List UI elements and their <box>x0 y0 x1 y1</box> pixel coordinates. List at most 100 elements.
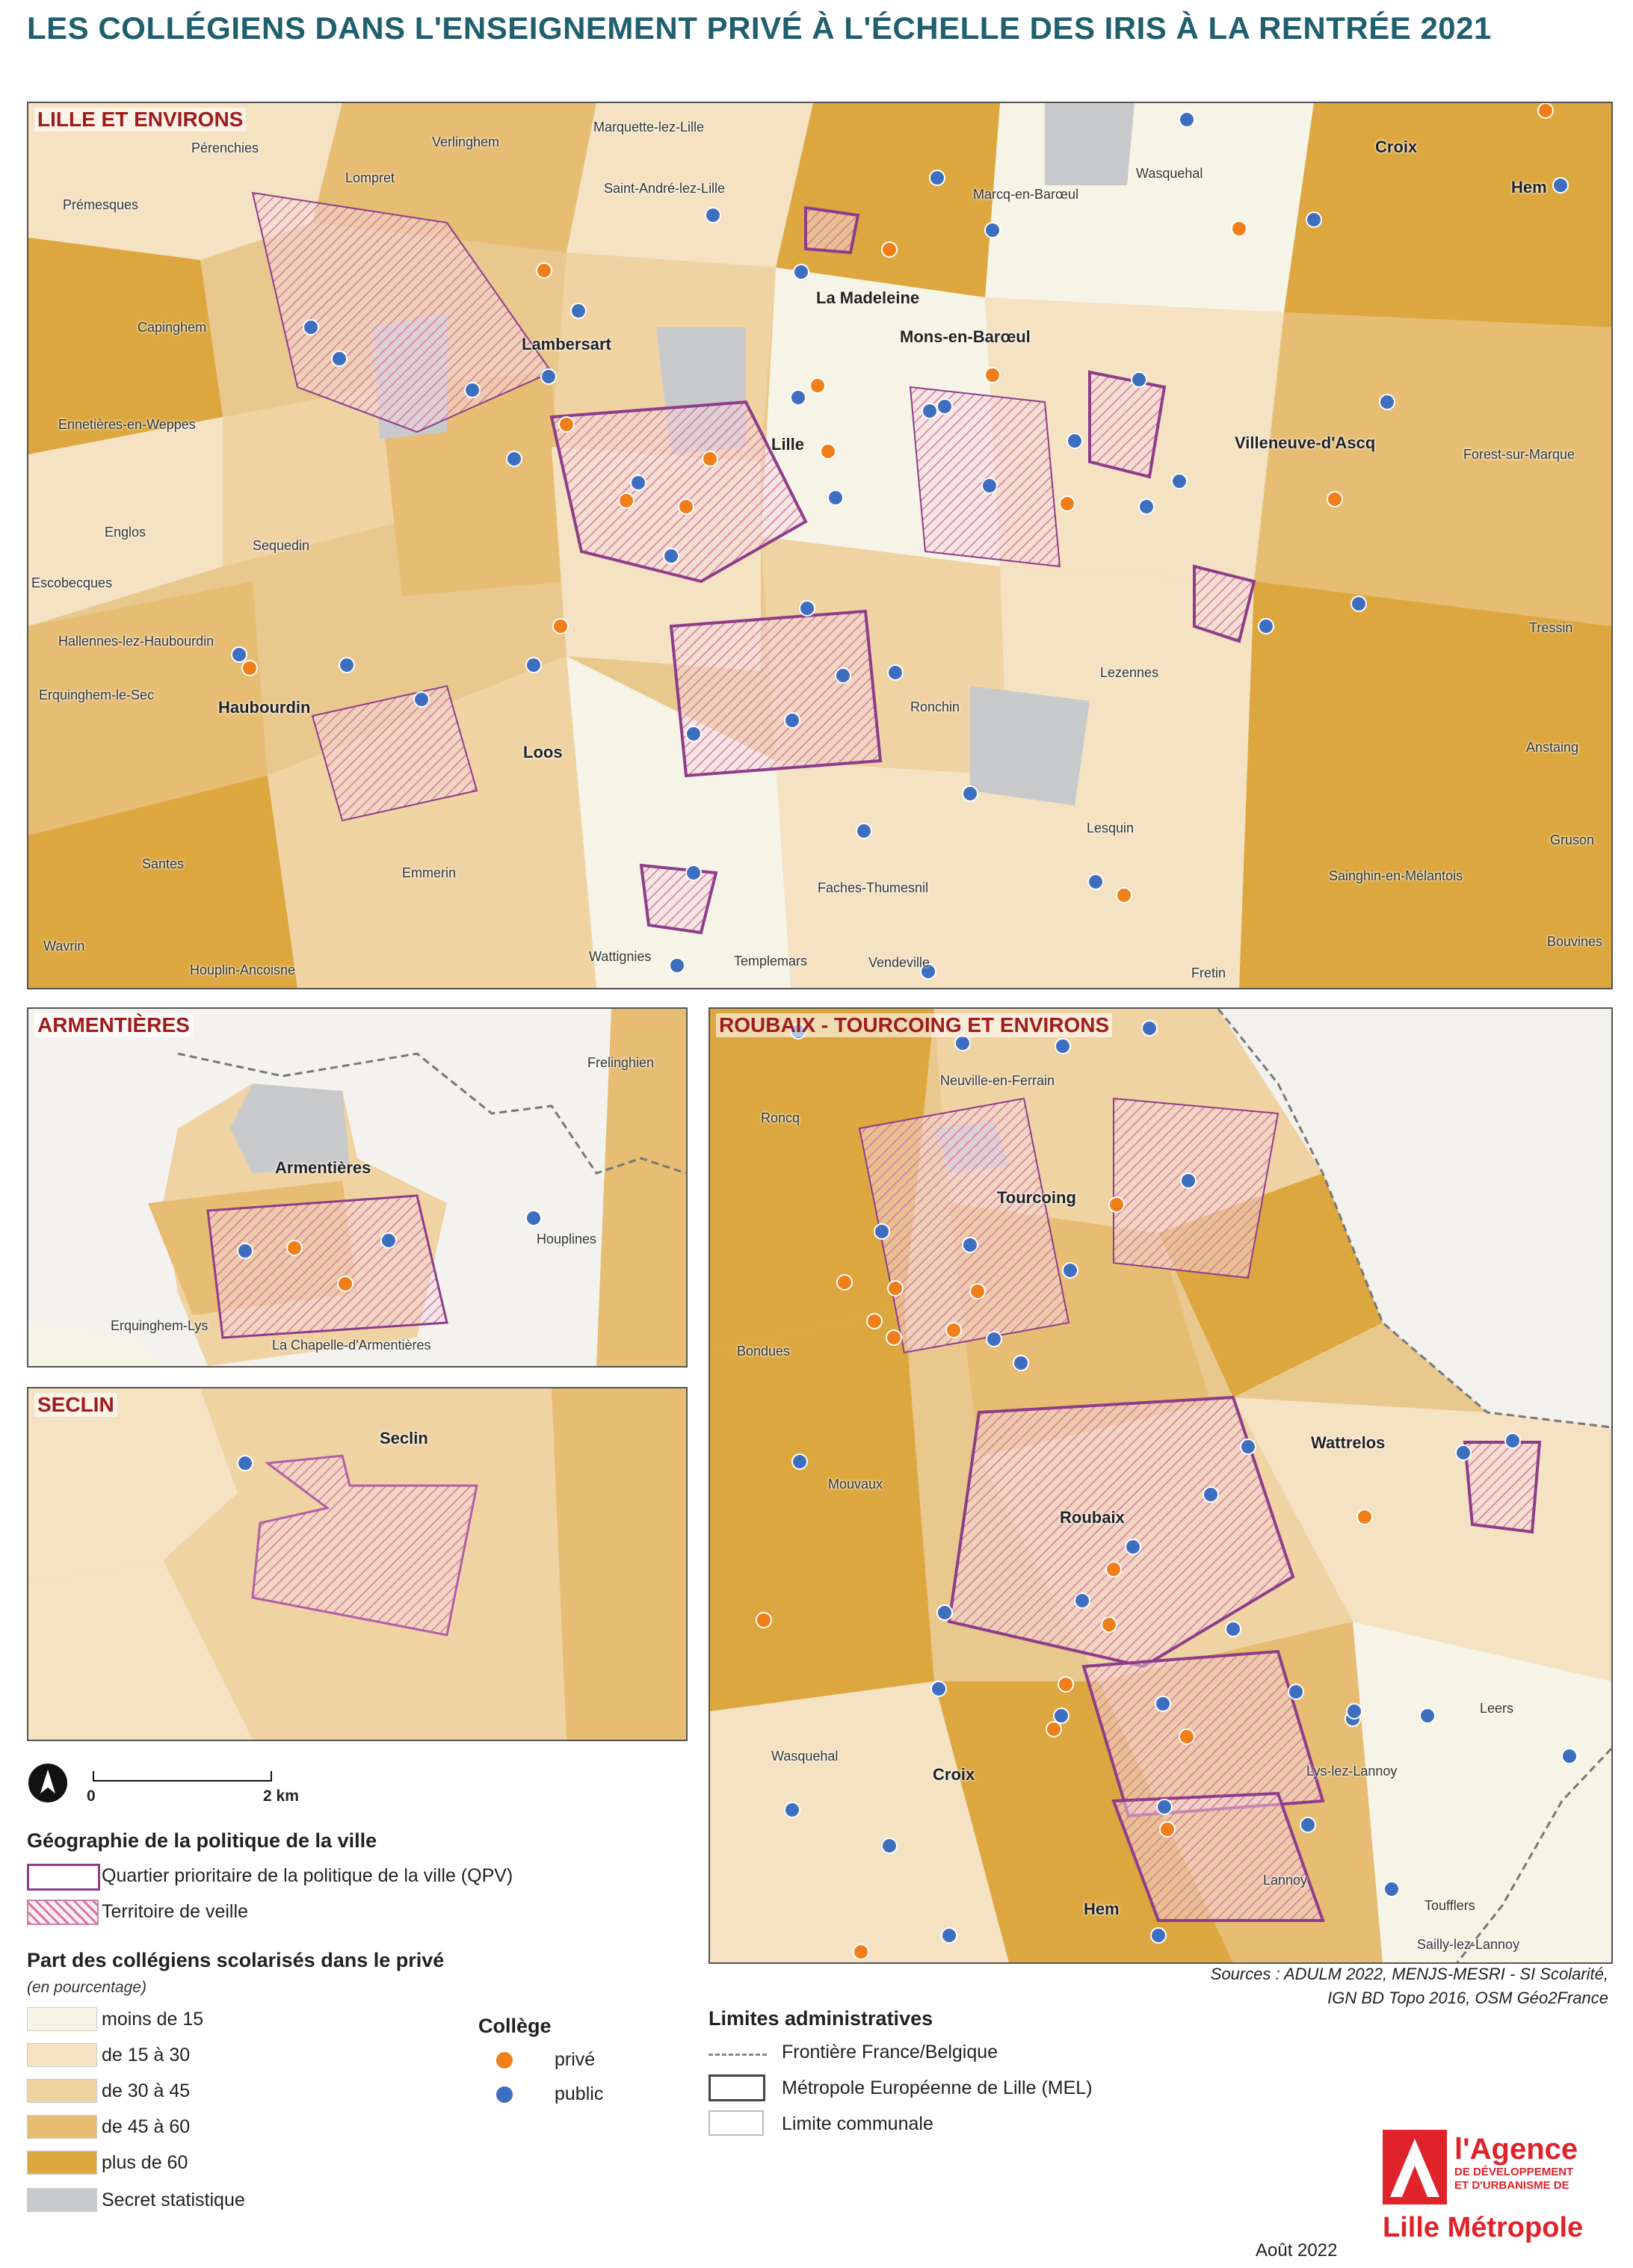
qpv-zone <box>804 206 860 255</box>
place-label: Faches-Thumesnil <box>818 880 929 895</box>
legend-class-label: Secret statistique <box>102 2190 245 2210</box>
place-label: Wasquehal <box>1136 166 1203 181</box>
place-label: Ronchin <box>910 699 960 714</box>
north-arrow-icon <box>28 1764 67 1802</box>
iris-area <box>28 238 223 454</box>
veille-zone <box>858 1097 1070 1354</box>
place-label: Pérenchies <box>191 140 259 155</box>
legend-mel-swatch <box>709 2074 765 2101</box>
legend-class-label: de 30 à 45 <box>102 2080 191 2101</box>
veille-zone <box>1113 1097 1279 1279</box>
legend-mel-label: Métropole Européenne de Lille (MEL) <box>782 2077 1093 2098</box>
place-label: Mons-en-Barœul <box>900 327 1031 346</box>
place-label: Tressin <box>1529 620 1573 635</box>
panel-title-lille: LILLE ET ENVIRONS <box>34 108 247 132</box>
legend-part-heading: Part des collégiens scolarisés dans le p… <box>27 1949 445 1971</box>
map-title: LES COLLÉGIENS DANS L'ENSEIGNEMENT PRIVÉ… <box>27 10 1492 46</box>
panel-armentieres: ARMENTIÈRES Frelinghien Armentières Houp… <box>27 1007 688 1368</box>
scale-bar <box>93 1771 272 1782</box>
iris-area <box>28 417 223 626</box>
agency-logo <box>1383 2130 1447 2204</box>
veille-zone <box>206 1194 448 1339</box>
place-label: Sainghin-en-Mélantois <box>1329 868 1463 883</box>
legend-class-label: de 15 à 30 <box>102 2045 191 2065</box>
place-label: Croix <box>1375 137 1418 156</box>
seclin-map-canvas <box>28 1388 686 1740</box>
place-label: Sequedin <box>253 538 310 553</box>
place-label: Leers <box>1480 1701 1514 1716</box>
legend-class-label: de 45 à 60 <box>102 2116 191 2137</box>
place-label: Haubourdin <box>218 698 311 717</box>
panel-title-seclin: SECLIN <box>34 1393 117 1417</box>
place-label: Lesquin <box>1087 821 1135 835</box>
logo-line-1: l'Agence <box>1454 2133 1578 2166</box>
armentieres-map-canvas <box>28 1009 686 1366</box>
place-label: Marcq-en-Barœul <box>973 187 1079 202</box>
place-label: Lys-lez-Lannoy <box>1306 1764 1398 1779</box>
lille-map-canvas <box>28 103 1611 988</box>
iris-area <box>1239 581 1611 988</box>
place-label: Lezennes <box>1100 665 1159 680</box>
place-label: Templemars <box>734 954 808 968</box>
place-label: Toufflers <box>1424 1898 1475 1913</box>
place-label: Englos <box>105 525 146 540</box>
place-label: Capinghem <box>138 320 207 335</box>
logo-line-2: DE DÉVELOPPEMENT <box>1454 2166 1574 2178</box>
legend-class-swatch <box>27 2188 97 2212</box>
place-label: Escobecques <box>31 575 113 590</box>
iris-area <box>567 656 791 988</box>
place-label: Emmerin <box>402 865 457 880</box>
legend-class-swatch <box>27 2151 97 2175</box>
veille-zone <box>311 685 478 822</box>
place-label: Wattrelos <box>1311 1433 1386 1452</box>
secret-area <box>230 1084 350 1173</box>
iris-area <box>268 656 596 988</box>
place-label: Wattignies <box>589 949 652 964</box>
iris-area <box>1254 312 1611 626</box>
place-label: Lompret <box>345 170 395 185</box>
panel-roubaix: ROUBAIX - TOURCOING ET ENVIRONS Neuville… <box>709 1007 1613 1964</box>
panel-lille: LILLE ET ENVIRONS Pérenchies Verlinghem … <box>27 102 1613 989</box>
place-label: Fretin <box>1191 965 1226 980</box>
place-label: Hem <box>1084 1900 1120 1918</box>
place-label: Forest-sur-Marque <box>1463 447 1575 462</box>
panel-title-roubaix: ROUBAIX - TOURCOING ET ENVIRONS <box>716 1013 1113 1037</box>
qpv-zone <box>669 609 883 778</box>
legend-class-swatch <box>27 2007 97 2031</box>
place-label: Lambersart <box>522 335 611 353</box>
legend-frontier-label: Frontière France/Belgique <box>782 2042 998 2062</box>
iris-area <box>223 387 402 566</box>
veille-zone <box>909 386 1061 568</box>
iris-area <box>28 776 297 988</box>
legend-class-swatch <box>27 2079 97 2103</box>
public-college-dots <box>231 111 1569 980</box>
agency-logo-text: l'Agence DE DÉVELOPPEMENT ET D'URBANISME… <box>1454 2133 1578 2193</box>
place-label: Bouvines <box>1547 934 1603 949</box>
legend-private-label: privé <box>555 2049 596 2070</box>
private-college-dots <box>241 103 1554 903</box>
qpv-zone <box>549 400 808 584</box>
place-label: Vendeville <box>868 955 930 970</box>
private-college-dots <box>756 1196 1373 1960</box>
iris-area <box>1000 566 1254 988</box>
belgium-area <box>1218 1009 1611 1427</box>
place-label: Ennetières-en-Weppes <box>58 417 196 432</box>
legend-public-label: public <box>555 2083 604 2104</box>
legend-communale-swatch <box>709 2110 764 2136</box>
qpv-zone <box>947 1395 1295 1669</box>
place-label: Tourcoing <box>997 1188 1076 1207</box>
panel-seclin: SECLIN Seclin <box>27 1387 688 1741</box>
legend-qpv-label: Quartier prioritaire de la politique de … <box>102 1865 513 1886</box>
legend-qpv-swatch <box>27 1864 100 1891</box>
qpv-zone <box>1193 564 1256 643</box>
place-label: Santes <box>142 856 185 871</box>
agency-logo-icon <box>1390 2139 1439 2197</box>
commune-area <box>596 1009 686 1366</box>
legend-class-swatch <box>27 2115 97 2139</box>
frontier-line <box>1217 1009 1611 1429</box>
place-label: Sailly-lez-Lannoy <box>1417 1937 1520 1952</box>
legend-veille-label: Territoire de veille <box>102 1901 248 1922</box>
qpv-zone <box>1088 370 1167 479</box>
place-label: Erquinghem-le-Sec <box>39 687 155 702</box>
legend-veille-swatch <box>27 1900 99 1925</box>
